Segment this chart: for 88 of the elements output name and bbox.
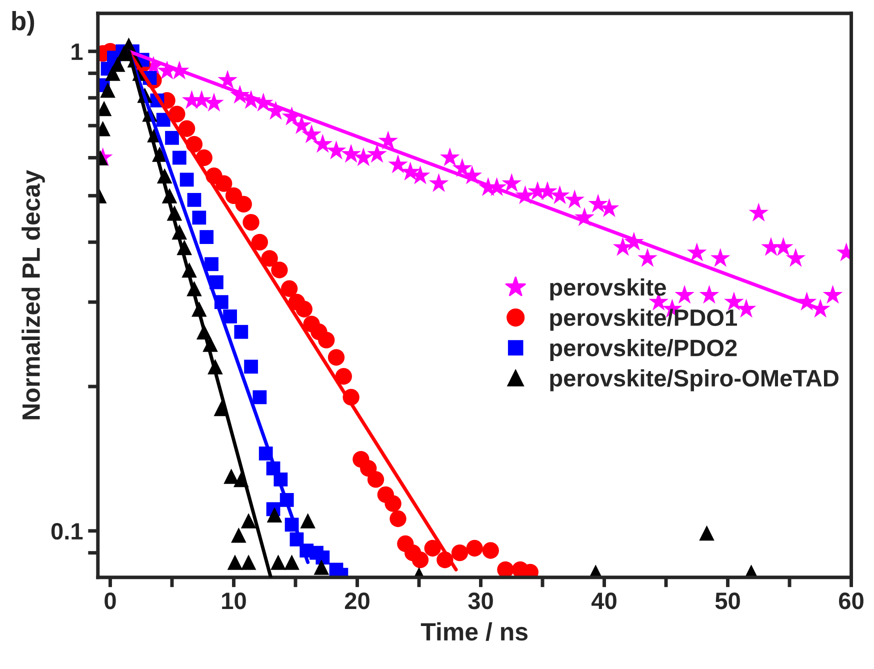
point xyxy=(588,194,608,213)
point xyxy=(235,196,252,213)
point xyxy=(328,349,345,366)
point xyxy=(234,324,248,339)
point xyxy=(638,248,658,267)
point xyxy=(316,550,330,564)
y-axis-title: Normalized PL decay xyxy=(22,170,45,420)
point xyxy=(482,542,499,559)
legend-label: perovskite/PDO2 xyxy=(550,338,737,361)
point xyxy=(388,154,408,174)
point xyxy=(178,120,196,137)
point xyxy=(270,554,286,570)
point xyxy=(251,234,268,251)
text: b) xyxy=(12,10,34,36)
point xyxy=(187,192,202,207)
point xyxy=(180,172,194,187)
point xyxy=(674,284,694,304)
point xyxy=(100,82,116,98)
point xyxy=(538,181,558,200)
point xyxy=(231,527,246,543)
point xyxy=(227,554,243,570)
point xyxy=(354,147,374,166)
y-tick-label: 1 xyxy=(72,44,83,60)
point xyxy=(261,250,278,267)
point xyxy=(502,173,522,192)
point xyxy=(302,124,322,144)
point xyxy=(699,284,720,304)
point xyxy=(192,210,206,225)
point xyxy=(224,468,239,484)
point xyxy=(296,300,312,318)
point xyxy=(312,134,333,153)
point xyxy=(378,130,398,150)
point xyxy=(326,140,346,160)
point xyxy=(440,147,460,166)
point xyxy=(384,495,402,512)
point xyxy=(318,332,335,348)
point xyxy=(218,70,238,89)
point xyxy=(204,257,218,272)
x-tick-label: 20 xyxy=(344,592,370,610)
point xyxy=(428,173,449,192)
point xyxy=(280,280,298,297)
point xyxy=(271,262,288,278)
point xyxy=(786,248,806,267)
point xyxy=(240,513,256,528)
point xyxy=(216,175,232,192)
point xyxy=(252,390,267,404)
x-tick-label: 60 xyxy=(839,592,864,610)
point xyxy=(564,189,585,208)
x-tick-label: 30 xyxy=(468,592,493,610)
point xyxy=(822,284,843,304)
point xyxy=(367,144,387,163)
point xyxy=(773,237,794,256)
legend-label: perovskite/Spiro-OMeTAD xyxy=(550,369,838,392)
x-tick-label: 10 xyxy=(222,592,246,610)
point xyxy=(200,230,214,244)
point xyxy=(244,360,258,374)
point xyxy=(172,150,186,165)
point xyxy=(412,552,429,568)
point xyxy=(300,513,316,528)
point xyxy=(686,242,707,262)
point xyxy=(266,507,282,522)
x-tick-label: 40 xyxy=(591,592,616,610)
point xyxy=(710,248,730,267)
point xyxy=(748,202,769,222)
point xyxy=(242,214,260,231)
point xyxy=(314,560,330,575)
legend-label: perovskite xyxy=(550,278,666,300)
point xyxy=(223,310,237,324)
x-tick-label: 50 xyxy=(715,592,740,610)
point xyxy=(466,540,483,557)
point xyxy=(204,92,224,112)
point xyxy=(424,540,441,557)
point xyxy=(451,544,468,562)
point xyxy=(367,471,384,488)
x-tick-label: 0 xyxy=(104,592,116,610)
point xyxy=(165,130,179,145)
point xyxy=(390,510,406,528)
x-axis-title: Time / ns xyxy=(420,622,528,641)
point xyxy=(292,115,312,134)
point xyxy=(341,144,361,163)
point xyxy=(550,185,570,204)
point xyxy=(699,525,714,541)
legend-label: perovskite/PDO1 xyxy=(550,308,737,331)
y-tick-label: 0.1 xyxy=(51,522,83,540)
point xyxy=(335,368,352,385)
point xyxy=(284,554,300,570)
point xyxy=(240,554,256,570)
point xyxy=(98,100,112,116)
